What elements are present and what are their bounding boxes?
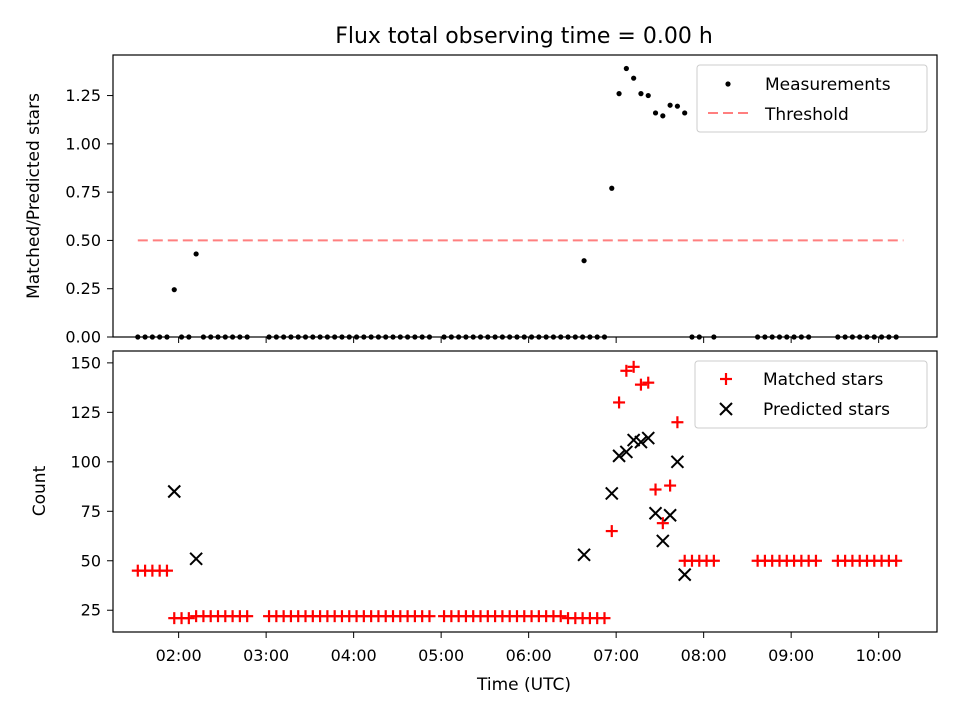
predicted-star-point <box>577 548 591 562</box>
y-tick-label: 1.00 <box>65 134 101 153</box>
y-tick-label: 0.50 <box>65 231 101 250</box>
x-tick-label: 02:00 <box>156 646 202 665</box>
x-tick-label: 05:00 <box>418 646 464 665</box>
y-tick-label: 100 <box>70 452 101 471</box>
y-tick-label: 125 <box>70 403 101 422</box>
x-tick-label: 04:00 <box>331 646 377 665</box>
y-tick-label: 0.00 <box>65 328 101 347</box>
y-tick-label: 50 <box>81 551 101 570</box>
matched-star-point <box>241 610 254 623</box>
measurement-point <box>616 91 622 97</box>
matched-star-point <box>656 517 669 530</box>
legend-measurements-marker <box>725 81 731 87</box>
y-tick-label: 150 <box>70 353 101 372</box>
x-tick-label: 07:00 <box>593 646 639 665</box>
matched-star-point <box>598 612 611 625</box>
matched-star-point <box>664 479 677 492</box>
measurement-point <box>638 91 644 97</box>
matched-star-point <box>649 483 662 496</box>
predicted-star-point <box>641 431 655 445</box>
predicted-star-point <box>189 552 203 566</box>
chart-title: Flux total observing time = 0.00 h <box>335 24 713 49</box>
x-tick-label: 03:00 <box>243 646 289 665</box>
legend-matched-marker <box>720 373 732 385</box>
matched-star-point <box>160 564 173 577</box>
predicted-star-point <box>677 567 692 582</box>
y-tick-label: 1.25 <box>65 86 101 105</box>
measurement-point <box>609 185 615 191</box>
x-axis-label: Time (UTC) <box>476 675 571 695</box>
bottom-plot: 25 50 75 100 125 150 02:00 03:00 04:00 05:00 06:0… <box>30 350 938 695</box>
top-x-ticks <box>178 337 880 343</box>
matched-star-point <box>634 378 647 391</box>
legend-matched-label: Matched stars <box>763 370 883 390</box>
predicted-star-point <box>612 449 626 463</box>
predicted-star-point <box>670 455 685 469</box>
y-tick-label: 25 <box>81 601 101 620</box>
y-tick-label: 0.25 <box>65 279 101 298</box>
bottom-x-ticks: 02:00 03:00 04:00 05:00 06:00 07:00 08:00 09:00… <box>156 632 902 665</box>
x-tick-label: 10:00 <box>856 646 902 665</box>
matched-star-point <box>627 360 640 373</box>
bottom-plot-frame <box>112 350 938 633</box>
measurement-point <box>193 251 199 257</box>
top-y-axis-label: Matched/Predicted stars <box>24 93 44 299</box>
measurement-point <box>631 75 637 81</box>
matched-star-point <box>423 610 436 623</box>
measurement-point <box>660 113 666 119</box>
predicted-stars-points <box>167 431 692 582</box>
y-tick-label: 0.75 <box>65 183 101 202</box>
matched-star-point <box>707 554 720 567</box>
legend-measurements-label: Measurements <box>765 75 891 95</box>
bottom-y-ticks: 25 50 75 100 125 150 <box>70 353 113 620</box>
measurement-point <box>652 110 659 116</box>
predicted-star-point <box>648 506 663 520</box>
matched-star-point <box>554 610 567 623</box>
matched-star-point <box>613 396 626 409</box>
predicted-star-point <box>634 435 648 449</box>
matched-star-point <box>671 416 684 429</box>
measurement-point <box>667 102 673 108</box>
measurement-point <box>171 287 177 293</box>
matched-star-point <box>605 525 618 538</box>
measurement-point <box>674 103 681 109</box>
top-legend: Measurements Threshold <box>696 64 928 133</box>
top-y-ticks: 0.00 0.25 0.50 0.75 1.00 1.25 <box>65 86 113 347</box>
measurement-point <box>645 92 651 99</box>
predicted-star-point <box>605 486 619 501</box>
matched-star-point <box>182 612 195 625</box>
bottom-y-axis-label: Count <box>30 465 50 516</box>
x-tick-label: 08:00 <box>681 646 727 665</box>
legend-threshold-label: Threshold <box>764 105 849 125</box>
measurement-point <box>581 258 587 264</box>
predicted-star-point <box>663 508 677 522</box>
matched-star-point <box>620 364 633 377</box>
matched-star-point <box>642 376 655 389</box>
x-tick-label: 09:00 <box>768 646 814 665</box>
predicted-star-point <box>656 534 670 548</box>
legend-predicted-label: Predicted stars <box>763 400 890 420</box>
matched-star-point <box>809 554 822 567</box>
matched-stars-points <box>131 360 903 625</box>
top-plot: 0.00 0.25 0.50 0.75 1.00 1.25 Matched/Predict… <box>24 54 938 347</box>
y-tick-label: 75 <box>81 502 101 521</box>
legend-predicted-marker <box>719 402 733 416</box>
predicted-star-point <box>619 445 634 459</box>
measurement-point <box>623 65 629 72</box>
top-plot-frame <box>112 54 938 338</box>
bottom-legend: Matched stars Predicted stars <box>694 360 928 429</box>
matched-star-point <box>890 554 903 567</box>
predicted-star-point <box>167 484 181 499</box>
measurement-point <box>682 110 688 116</box>
x-tick-label: 06:00 <box>506 646 552 665</box>
